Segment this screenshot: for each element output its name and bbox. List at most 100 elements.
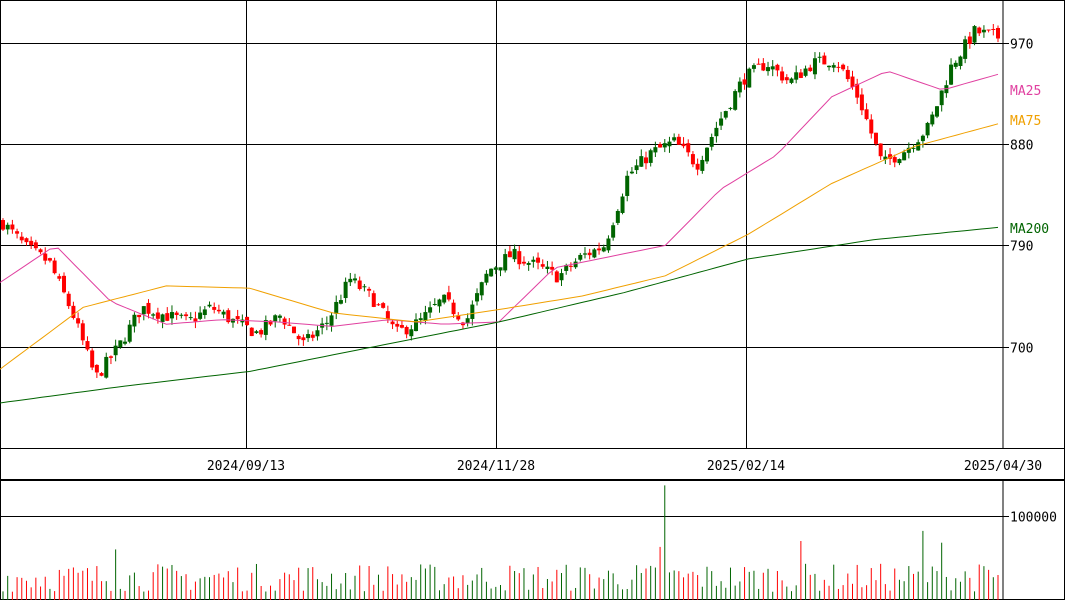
candle-body xyxy=(188,317,193,319)
candle-body xyxy=(503,254,508,271)
candle-body xyxy=(789,78,794,83)
candle-body xyxy=(690,154,695,165)
candle-body xyxy=(540,264,545,267)
candle-body xyxy=(742,79,747,85)
candle-body xyxy=(648,150,653,163)
candle-body xyxy=(784,77,789,81)
candle-body xyxy=(24,238,29,243)
candle-body xyxy=(831,65,836,68)
candle-body xyxy=(353,278,358,281)
candle-body xyxy=(132,314,137,327)
candle-body xyxy=(47,258,52,261)
candle-body xyxy=(57,276,62,279)
candle-body xyxy=(38,249,43,253)
candle-body xyxy=(146,302,151,314)
candle-body xyxy=(99,373,104,376)
candle-body xyxy=(113,345,118,356)
candle-body xyxy=(198,312,203,319)
candle-body xyxy=(19,236,24,241)
candle-body xyxy=(667,141,672,147)
candle-body xyxy=(507,251,512,258)
candle-body xyxy=(66,293,71,307)
candle-body xyxy=(723,111,728,118)
candle-body xyxy=(737,81,742,93)
candle-body xyxy=(118,340,123,348)
candle-body xyxy=(85,341,90,350)
candle-body xyxy=(174,312,179,316)
candle-body xyxy=(442,294,447,303)
candle-body xyxy=(925,122,930,136)
candle-body xyxy=(268,320,273,325)
date-tick-label: 2025/02/14 xyxy=(707,459,785,474)
candle-body xyxy=(643,157,648,164)
price-tick-label: 970 xyxy=(1010,38,1033,53)
candle-body xyxy=(564,265,569,271)
date-tick-label: 2025/04/30 xyxy=(964,459,1042,474)
candle-body xyxy=(676,136,681,145)
candle-body xyxy=(52,260,57,274)
candle-body xyxy=(62,275,67,293)
candle-body xyxy=(493,267,498,270)
ma75-line xyxy=(0,123,999,370)
candle-body xyxy=(878,143,883,157)
candle-body xyxy=(165,313,170,321)
candle-body xyxy=(282,318,287,325)
candle-body xyxy=(249,327,254,337)
candle-body xyxy=(892,157,897,163)
candle-body xyxy=(963,39,968,59)
candle-body xyxy=(221,311,226,315)
candle-body xyxy=(343,281,348,299)
date-tick-label: 2024/11/28 xyxy=(457,459,535,474)
candle-body xyxy=(15,231,20,234)
ma-label-ma200: MA200 xyxy=(1010,222,1049,237)
candle-body xyxy=(639,156,644,167)
candle-body xyxy=(169,312,174,319)
candle-body xyxy=(967,36,972,44)
candle-body xyxy=(855,83,860,98)
candle-body xyxy=(658,144,663,148)
candle-body xyxy=(376,304,381,306)
candle-body xyxy=(812,58,817,75)
candle-body xyxy=(254,331,259,334)
candle-body xyxy=(329,315,334,326)
moving-average-lines xyxy=(0,71,999,404)
candle-body xyxy=(916,142,921,151)
candle-body xyxy=(465,318,470,324)
candle-body xyxy=(845,69,850,80)
candle-body xyxy=(399,325,404,328)
candle-body xyxy=(437,299,442,307)
candle-body xyxy=(127,324,132,342)
candle-body xyxy=(601,247,606,252)
candle-body xyxy=(306,334,311,339)
candle-body xyxy=(1,220,5,230)
candle-body xyxy=(873,132,878,144)
candle-body xyxy=(770,66,775,70)
candle-body xyxy=(29,240,34,246)
candle-body xyxy=(747,68,752,88)
candle-body xyxy=(629,171,634,174)
candle-body xyxy=(432,303,437,305)
candle-body xyxy=(883,156,888,160)
candle-body xyxy=(428,307,433,313)
candle-body xyxy=(338,300,343,304)
candle-body xyxy=(672,137,677,141)
candle-body xyxy=(662,143,667,148)
candle-body xyxy=(653,147,658,153)
candle-body xyxy=(301,337,306,341)
candle-body xyxy=(850,76,855,88)
candle-body xyxy=(324,322,329,324)
candle-body xyxy=(634,165,639,171)
candle-body xyxy=(263,320,268,335)
candle-body xyxy=(94,364,99,373)
price-candles xyxy=(1,24,1000,379)
candle-body xyxy=(939,90,944,106)
date-axis: 2024/09/13 2024/11/28 2025/02/14 2025/04/30 xyxy=(207,459,1042,474)
candle-body xyxy=(385,311,390,320)
candle-body xyxy=(568,265,573,267)
candle-body xyxy=(930,114,935,125)
candle-body xyxy=(446,292,451,300)
candle-body xyxy=(160,314,165,322)
candle-body xyxy=(184,314,189,317)
candle-body xyxy=(207,304,212,307)
candle-body xyxy=(521,261,526,264)
